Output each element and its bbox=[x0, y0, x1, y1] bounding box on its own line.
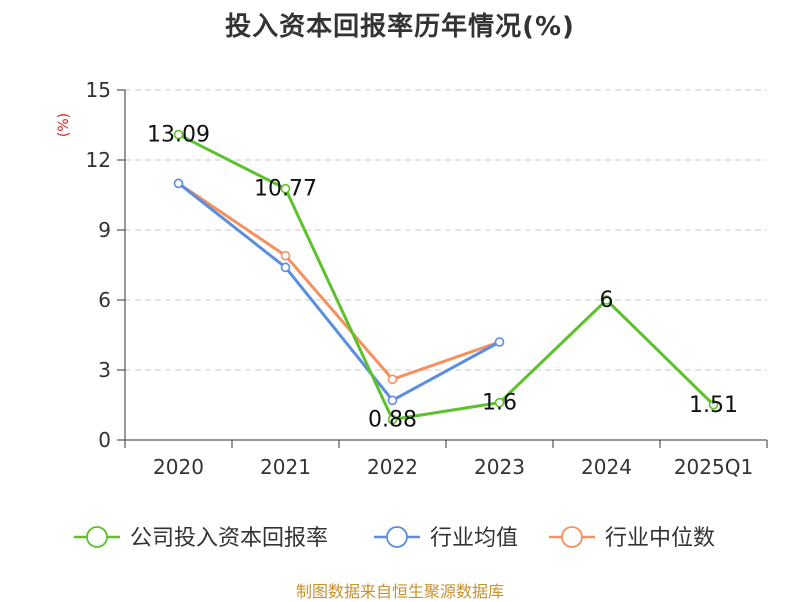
data-point-series-1 bbox=[280, 262, 291, 273]
x-tick-label-2023: 2023 bbox=[474, 455, 525, 479]
data-label: 10.77 bbox=[254, 177, 317, 202]
data-label: 0.88 bbox=[368, 407, 417, 432]
data-point-series-1 bbox=[173, 178, 184, 189]
y-tick-label: 12 bbox=[86, 148, 111, 172]
data-label: 1.51 bbox=[689, 393, 738, 418]
data-label-layer: 13.09 10.77 0.88 1.6 6 1.51 bbox=[147, 123, 738, 433]
data-label: 6 bbox=[600, 288, 614, 313]
data-label: 1.6 bbox=[482, 391, 517, 416]
data-point-series-1 bbox=[494, 337, 505, 347]
source-note: 制图数据来自恒生聚源数据库 bbox=[295, 582, 504, 601]
data-point-series-0 bbox=[494, 397, 505, 408]
y-tick-label: 0 bbox=[98, 428, 111, 452]
data-point-series-0 bbox=[280, 183, 291, 194]
grid-layer bbox=[125, 89, 767, 371]
x-tick-label-2025Q1: 2025Q1 bbox=[674, 455, 753, 479]
series-line-2 bbox=[177, 182, 500, 381]
data-label: 13.09 bbox=[147, 123, 210, 148]
axis-layer: 0 3 6 9 12 15 2020 2021 2022 2023 2024 2025Q1 bbox=[86, 78, 768, 479]
legend-label-2: 行业中位数 bbox=[605, 526, 715, 551]
chart-title: 投入资本回报率历年情况(%) bbox=[225, 12, 575, 42]
data-point-series-0 bbox=[708, 399, 719, 410]
x-tick-label-2022: 2022 bbox=[367, 455, 418, 479]
series-layer bbox=[173, 129, 719, 425]
legend-label-1: 行业均值 bbox=[430, 526, 518, 551]
x-tick-label-2020: 2020 bbox=[153, 455, 204, 479]
series-line-0 bbox=[177, 133, 715, 421]
data-point-series-2 bbox=[280, 250, 291, 261]
legend-marker-2 bbox=[561, 526, 583, 548]
y-tick-label: 3 bbox=[98, 358, 111, 382]
series-line-1 bbox=[177, 182, 501, 402]
data-point-series-0 bbox=[387, 414, 398, 425]
y-tick-label: 6 bbox=[98, 288, 111, 312]
legend-label-0: 公司投入资本回报率 bbox=[130, 526, 328, 551]
x-tick-label-2021: 2021 bbox=[260, 455, 311, 479]
legend: 公司投入资本回报率 行业均值 行业中位数 bbox=[74, 526, 715, 551]
y-axis-label: (%) bbox=[56, 113, 72, 137]
data-point-series-1 bbox=[387, 395, 398, 406]
legend-marker-0 bbox=[86, 526, 108, 548]
data-point-series-0 bbox=[601, 295, 612, 305]
y-tick-label: 15 bbox=[86, 78, 111, 102]
data-point-series-2 bbox=[387, 374, 398, 385]
y-tick-label: 9 bbox=[98, 218, 111, 242]
data-point-series-0 bbox=[173, 129, 184, 140]
legend-marker-1 bbox=[386, 526, 408, 548]
x-tick-label-2024: 2024 bbox=[581, 455, 632, 479]
